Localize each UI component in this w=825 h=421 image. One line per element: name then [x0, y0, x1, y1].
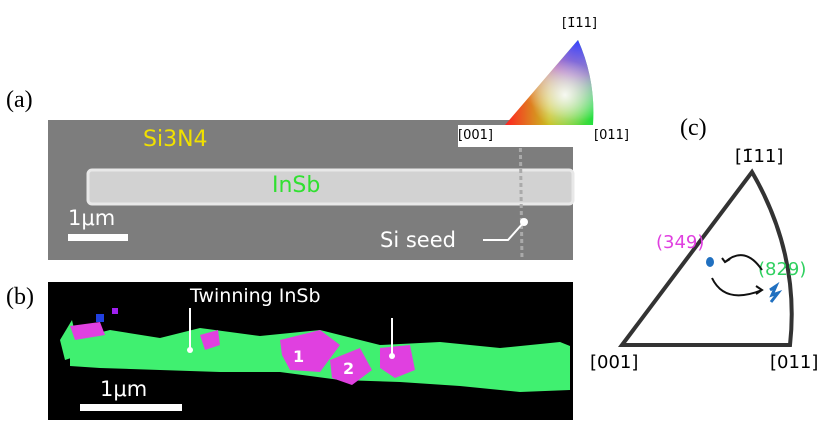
- legend-right: [011]: [594, 128, 629, 143]
- arrowhead: [756, 286, 762, 294]
- nanowire: [88, 170, 573, 204]
- panel-label: (c): [680, 115, 707, 141]
- twin-title: Twinning InSb: [189, 285, 321, 307]
- orientation-point: [706, 257, 714, 267]
- twin-number: 2: [343, 359, 354, 378]
- panel-label: (a): [6, 87, 33, 113]
- orientation-point: [770, 286, 778, 302]
- arrow: [725, 255, 762, 270]
- pointer-dot: [520, 218, 528, 226]
- material-label: Si3N4: [143, 127, 208, 152]
- orientation-label: (349): [656, 232, 704, 253]
- scale-bar: [80, 404, 182, 411]
- wire-label: InSb: [272, 173, 320, 198]
- legend-left: [001]: [458, 128, 493, 143]
- right-label: [011]: [770, 352, 818, 373]
- scale-bar: [68, 234, 128, 241]
- minor-phase: [112, 308, 118, 314]
- minor-phase: [96, 314, 104, 322]
- figure: (a) Si3N4 InSb 1μm Si seed [1̄11] [001] …: [0, 0, 825, 421]
- seed-label: Si seed: [380, 228, 456, 252]
- orientation-label: (829): [758, 259, 806, 280]
- pointer-dot: [187, 347, 193, 353]
- legend-apex: [1̄11]: [562, 16, 597, 31]
- pointer-dot: [389, 353, 395, 359]
- color-key-white: [505, 40, 593, 125]
- scale-label: 1μm: [100, 377, 147, 401]
- apex-label: [1̄11]: [735, 146, 783, 167]
- twin-number: 1: [293, 347, 304, 366]
- left-label: [001]: [590, 352, 638, 373]
- panel-label: (b): [6, 284, 34, 310]
- arrow: [712, 278, 762, 295]
- scale-label: 1μm: [68, 206, 115, 230]
